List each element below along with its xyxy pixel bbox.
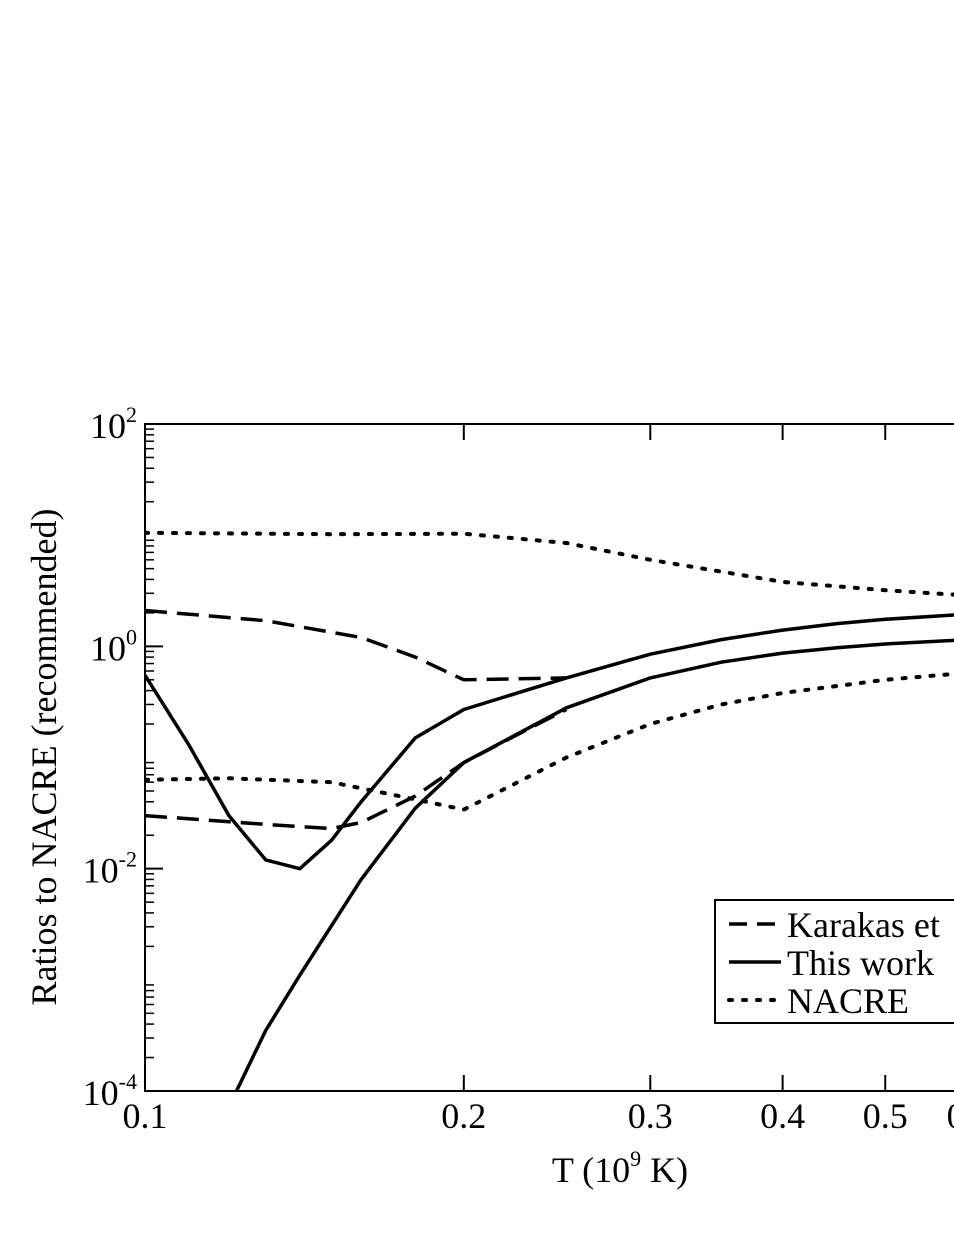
x-tick-label: 0.6: [947, 1096, 954, 1136]
x-tick-label: 0.1: [123, 1096, 168, 1136]
x-tick-label: 0.4: [760, 1096, 805, 1136]
series-dashed-line-0: [145, 608, 567, 682]
legend-label: This work: [787, 943, 934, 983]
series-layer: [145, 530, 954, 1091]
legend-label: Karakas et: [787, 905, 940, 945]
x-tick-label: 0.3: [628, 1096, 673, 1136]
y-tick-label: 102: [90, 402, 137, 446]
axes-layer: 0.1 0.2 0.3 0.4 0.5 0.6 102 100 10-2 10-4: [83, 402, 954, 1136]
series-dotted-line-5: [145, 671, 954, 812]
y-tick-label: 100: [90, 624, 137, 668]
y-tick-label: 10-4: [83, 1069, 137, 1113]
plot-frame: [144, 423, 954, 1092]
x-tick-label: 0.2: [441, 1096, 486, 1136]
x-axis-title: T (109 K): [552, 1146, 688, 1190]
series-solid-line-3: [234, 638, 954, 1091]
series-solid-line-2: [145, 613, 954, 871]
x-tick-label: 0.5: [863, 1096, 908, 1136]
y-tick-label: 10-2: [83, 847, 137, 891]
series-dotted-line-4: [145, 530, 954, 597]
y-axis-title: Ratios to NACRE (recommended): [24, 509, 64, 1006]
legend-label: NACRE: [787, 981, 909, 1021]
